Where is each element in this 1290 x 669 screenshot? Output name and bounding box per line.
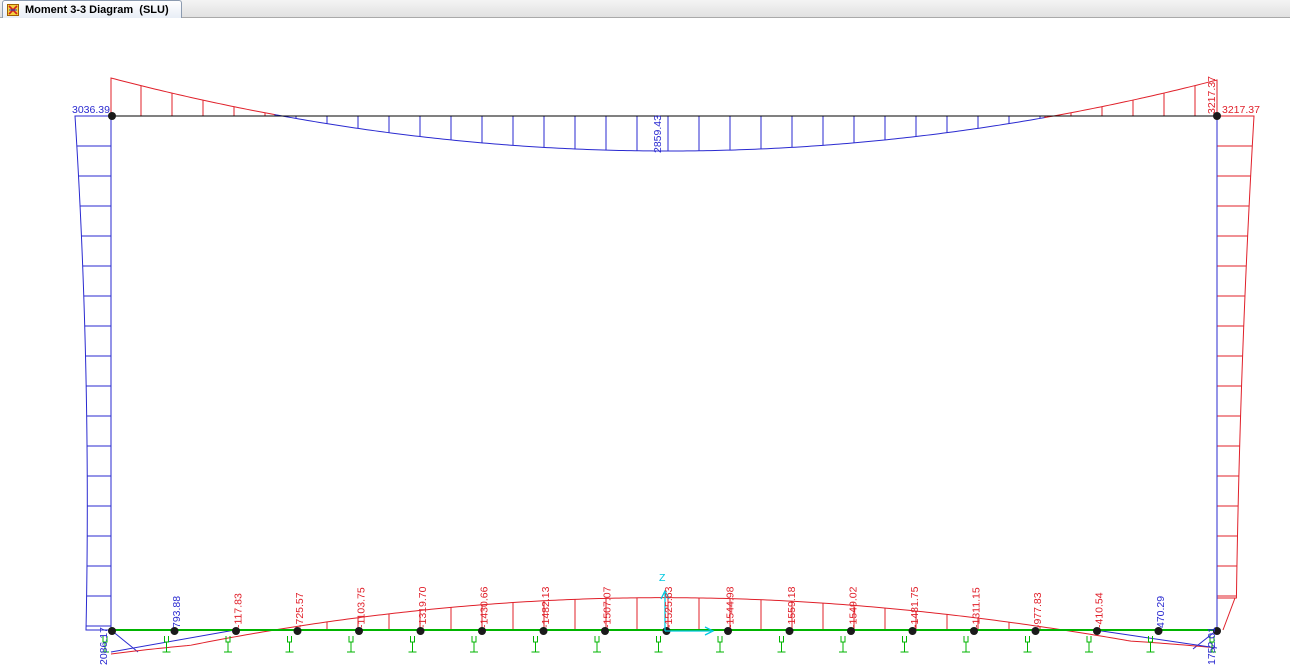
frame-node <box>416 627 425 635</box>
bottom-beam-value-label: 470.29 <box>1155 596 1167 628</box>
bottom-beam-value-label: -1549.02 <box>848 586 860 628</box>
spring-support-icon <box>1085 636 1093 653</box>
top-beam-right-value: 3217.37 <box>1222 104 1260 116</box>
right-column-positive-curve <box>1217 115 1255 599</box>
frame-node <box>355 627 363 635</box>
diagram-fills <box>74 77 1255 655</box>
spring-support-icon <box>839 636 847 653</box>
right-column-bottom-curve <box>1217 597 1236 631</box>
frame-node <box>293 627 302 635</box>
bottom-beam-value-label: -1481.75 <box>909 586 921 628</box>
bottom-beam-value-label: -1559.18 <box>786 586 798 628</box>
bottom-beam-value-label: -1103.75 <box>356 587 368 628</box>
spring-support-icon <box>777 636 786 653</box>
top-beam-negative-curve <box>274 114 1046 152</box>
frame-node <box>1031 627 1040 635</box>
bottom-beam-value-label: -725.57 <box>294 592 306 628</box>
spring-support-icon <box>408 636 417 653</box>
frame-node <box>724 627 732 635</box>
right-column-bottom-value: 1752.01 <box>1206 627 1218 665</box>
top-beam-positive-right-curve <box>1044 79 1218 119</box>
spring-support-icon <box>531 636 540 653</box>
frame-node <box>601 627 609 635</box>
bottom-beam-value-label: -1544.98 <box>725 586 737 628</box>
spring-support-icon <box>1208 636 1216 653</box>
spring-support-icon <box>224 636 232 653</box>
z-axis-arrow-icon <box>660 589 670 600</box>
bottom-beam-value-label: -117.83 <box>233 593 245 628</box>
frame-node <box>908 627 917 635</box>
frame-node <box>785 627 794 635</box>
frame-node <box>847 627 855 635</box>
bottom-beam-value-label: -1525.63 <box>663 586 675 628</box>
top-beam-positive-left-curve <box>110 77 276 116</box>
frame-node-top-left <box>108 112 116 120</box>
left-column-bottom-value: 2086.17 <box>98 627 110 665</box>
bottom-beam-value-label: -1319.70 <box>417 586 429 628</box>
frame-node <box>539 627 548 635</box>
frame-node <box>1154 627 1163 635</box>
bottom-beam-value-label: -1430.66 <box>479 586 491 628</box>
top-beam-left-value: 3036.39 <box>72 104 110 116</box>
tab-moment-diagram[interactable]: Moment 3-3 Diagram (SLU) <box>2 0 182 18</box>
soil-springs <box>101 636 1216 653</box>
frame-diagram-icon <box>7 3 19 16</box>
spring-support-icon <box>593 636 601 653</box>
spring-support-icon <box>1146 636 1155 653</box>
right-column-top-value: 3217.37 <box>1206 76 1218 114</box>
spring-support-icon <box>347 636 355 653</box>
spring-support-icon <box>654 636 663 653</box>
z-axis-label: Z <box>659 572 666 584</box>
spring-support-icon <box>285 636 294 653</box>
spring-support-icon <box>1023 636 1032 653</box>
spring-support-icon <box>101 636 109 653</box>
frame-node-top-right <box>1213 112 1221 120</box>
bottom-beam-value-label: -1482.13 <box>540 586 552 628</box>
spring-support-icon <box>162 636 171 653</box>
left-column-curve <box>74 115 111 631</box>
x-axis-arrow-icon <box>704 626 715 636</box>
bottom-beam-value-label: -977.83 <box>1032 592 1044 628</box>
frame-node <box>1093 627 1101 635</box>
top-beam-mid-value: 2859.43 <box>652 115 664 153</box>
frame-node <box>478 627 486 635</box>
frame-members <box>110 115 1218 631</box>
moment-diagram-canvas[interactable]: 3036.39 3217.37 2859.43 3217.37 2086.17 … <box>0 18 1290 669</box>
frame-nodes <box>108 112 1221 635</box>
frame-node-bottom-right <box>1213 627 1221 635</box>
bottom-beam-value-label: -1311.15 <box>971 587 983 628</box>
spring-support-icon <box>716 636 724 653</box>
frame-node <box>170 627 179 635</box>
bottom-beam-right-negative <box>1094 629 1218 649</box>
spring-support-icon <box>962 636 970 653</box>
frame-node <box>970 627 978 635</box>
frame-node-bottom-left <box>108 627 116 635</box>
global-axes <box>660 589 715 636</box>
value-labels: 3036.39 3217.37 2859.43 3217.37 2086.17 … <box>72 76 1260 665</box>
tab-label: Moment 3-3 Diagram (SLU) <box>25 3 169 16</box>
bottom-beam-value-label: 793.88 <box>171 596 183 628</box>
spring-support-icon <box>470 636 478 653</box>
bottom-beam-value-label: -410.54 <box>1094 592 1106 628</box>
bottom-beam-curve <box>110 597 1216 655</box>
frame-node <box>232 627 240 635</box>
bottom-beam-value-label: -1507.07 <box>602 586 614 628</box>
bottom-beam-left-negative <box>110 629 236 653</box>
document-tab-bar: Moment 3-3 Diagram (SLU) <box>0 0 1290 18</box>
spring-support-icon <box>900 636 909 653</box>
